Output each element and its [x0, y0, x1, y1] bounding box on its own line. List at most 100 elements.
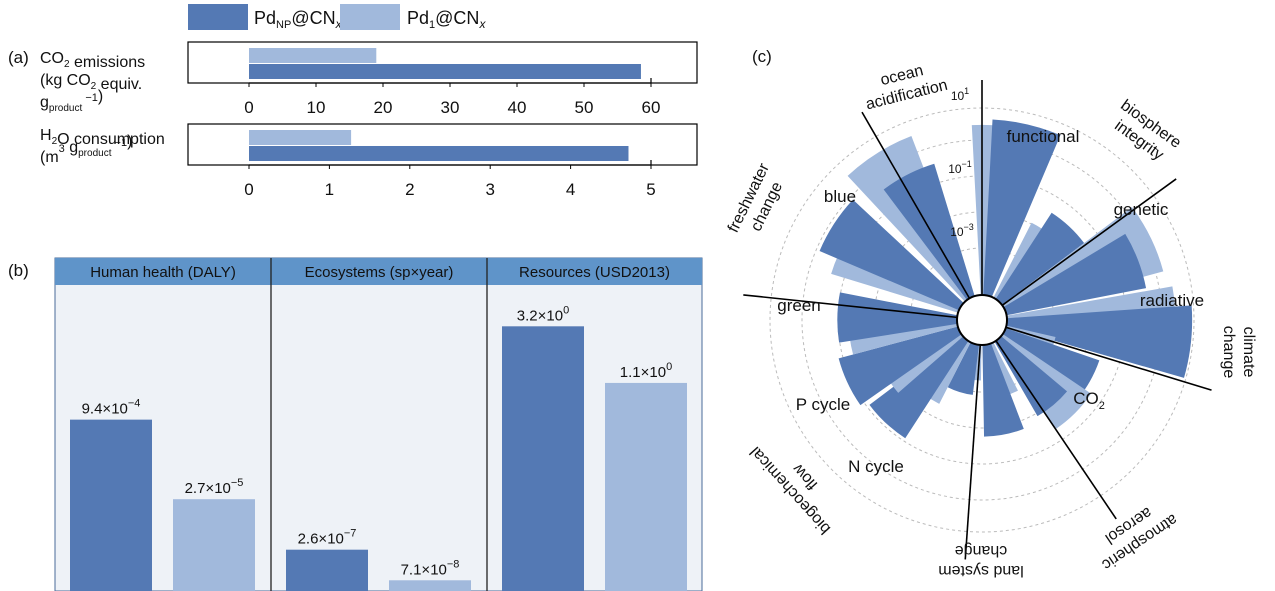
radial-bar-pd-np — [1006, 305, 1193, 378]
panel-b: Human health (DALY) 9.4×10−4 2.7×10−5 Ecosy… — [54, 257, 703, 591]
sector-label-co2: CO2 — [1073, 389, 1105, 412]
bar-value-label: 1.1×100 — [620, 361, 672, 381]
x-tick-label: 4 — [566, 180, 575, 199]
group-header: Human health (DALY) — [90, 264, 236, 281]
group-label-biogeochemical-flow-line: biogeochemical — [747, 443, 834, 537]
legend-label-pd-np: PdNP@CNx — [254, 8, 343, 31]
x-tick-label: 30 — [441, 98, 460, 117]
panel-label-a: (a) — [8, 48, 29, 67]
x-tick-label: 0 — [244, 180, 253, 199]
bar-value-label: 2.6×10−7 — [298, 528, 357, 548]
radial-bars — [819, 119, 1193, 439]
group-label-land-system-change-line: change — [955, 542, 1008, 559]
bar-pd_1 — [249, 130, 352, 145]
ring-label: 10−1 — [948, 159, 972, 176]
radial-bar-pd-np — [994, 336, 1068, 417]
group-divider-line — [861, 111, 971, 299]
axis-label-line: H2O consumption — [40, 127, 165, 148]
x-tick-label: 3 — [485, 180, 494, 199]
group-label-climate-change-line: climate — [1240, 327, 1257, 378]
bar-pd_np — [502, 326, 584, 591]
axis-label-line: gproduct −1) — [40, 88, 103, 114]
bar-pd_np — [286, 549, 368, 591]
group-label-land-system-change: land system change — [938, 542, 1023, 579]
radial-bar-pd-np — [947, 342, 979, 395]
sector-label-n-cycle: N cycle — [848, 457, 904, 476]
x-tick-label: 0 — [244, 98, 253, 117]
panel-label-c: (c) — [752, 47, 772, 66]
bar-pd_1 — [389, 580, 471, 591]
bar-pd_np — [70, 419, 152, 591]
group-divider-line — [743, 294, 958, 319]
group-divider-line — [1005, 326, 1212, 391]
radial-bar-pd-np — [982, 343, 1024, 437]
x-tick-label: 60 — [642, 98, 661, 117]
ring-label: 10−3 — [950, 222, 974, 239]
sector-label-p-cycle: P cycle — [796, 395, 851, 414]
subplot-a1: 0 10 20 30 40 50 60 CO2 emissions(kg CO2 equiv.… — [40, 41, 698, 117]
group-2: Resources (USD2013) 3.2×100 1.1×100 — [486, 258, 687, 591]
radial-bar-pd-np — [1001, 328, 1100, 399]
sector-label-green: green — [777, 296, 820, 315]
x-tick-label: 5 — [646, 180, 655, 199]
legend-label-pd-1: Pd1@CNx — [407, 8, 486, 31]
radial-bar-pd-np — [869, 335, 969, 439]
bar-value-label: 7.1×10−8 — [401, 558, 460, 578]
group-header: Resources (USD2013) — [519, 264, 670, 281]
panel-c-radial-chart: 101 10−1 10−3 functional genetic radiative CO2… — [725, 62, 1257, 579]
radial-bar-pd-np — [819, 199, 964, 311]
bar-pd_1 — [605, 382, 687, 591]
bar-pd_1 — [173, 499, 255, 591]
group-1: Ecosystems (sp×year) 2.6×10−7 7.1×10−8 — [270, 258, 471, 591]
bar-pd_np — [249, 146, 629, 161]
x-tick-label: 50 — [575, 98, 594, 117]
center-circle — [956, 294, 1008, 346]
bar-pd_np — [249, 64, 641, 79]
x-tick-label: 40 — [508, 98, 527, 117]
sector-label-radiative: radiative — [1140, 291, 1204, 310]
group-divider-line — [1001, 178, 1177, 306]
panel-b-frame — [54, 257, 703, 591]
radial-bar-pd-np — [838, 326, 962, 406]
x-tick-label: 1 — [325, 180, 334, 199]
group-header: Ecosystems (sp×year) — [305, 264, 454, 281]
panel-b-header-bar — [55, 258, 702, 285]
bar-value-label: 3.2×100 — [517, 304, 569, 324]
sector-label-genetic: genetic — [1114, 200, 1169, 219]
group-label-climate-change-line: change — [1220, 326, 1237, 379]
radial-bar-pd-np — [837, 292, 958, 343]
legend-swatch-pd-np — [188, 4, 248, 30]
panel-label-b: (b) — [8, 261, 29, 280]
bar-value-label: 9.4×10−4 — [82, 398, 141, 418]
radial-bar-pd-np — [883, 163, 975, 301]
axis-label-line: (kg CO2 equiv. — [40, 72, 142, 93]
radial-bar-pd-np — [1003, 233, 1147, 316]
sector-label-blue: blue — [824, 187, 856, 206]
radial-bar-pd-np — [995, 212, 1085, 305]
legend-swatch-pd-1 — [340, 4, 400, 30]
subplot-a2: 0 1 2 3 4 5 H2O consumption(m3 gproduct −1) — [40, 123, 698, 199]
bar-pd_1 — [249, 48, 377, 63]
group-divider-line — [964, 344, 982, 560]
group-0: Human health (DALY) 9.4×10−4 2.7×10−5 — [70, 264, 255, 591]
x-tick-label: 2 — [405, 180, 414, 199]
axis-label-line: (m3 gproduct −1) — [40, 133, 132, 166]
sector-label-functional: functional — [1007, 127, 1080, 146]
ring-label: 101 — [951, 86, 969, 103]
axis-label-line: CO2 emissions — [40, 50, 145, 71]
radial-bar-pd-np — [983, 119, 1061, 297]
x-tick-label: 20 — [374, 98, 393, 117]
x-tick-label: 10 — [307, 98, 326, 117]
group-divider-line — [995, 340, 1117, 520]
bar-value-label: 2.7×10−5 — [185, 477, 244, 497]
group-label-land-system-change-line: land system — [938, 562, 1023, 579]
legend: PdNP@CNx Pd1@CNx — [188, 4, 486, 31]
